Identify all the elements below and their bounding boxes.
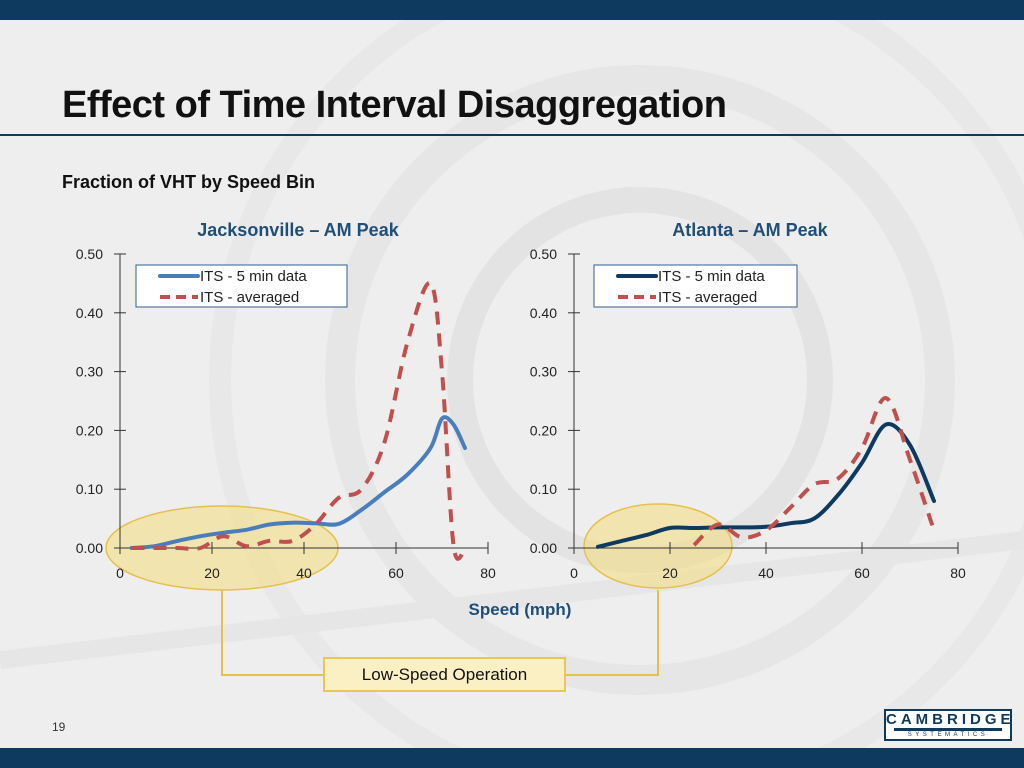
atl-x-tick-label: 40 [758, 565, 774, 581]
atl-chart-title: Atlanta – AM Peak [672, 220, 828, 240]
low-speed-highlight-right [583, 503, 733, 589]
jax-series-averaged-line [131, 281, 467, 561]
title-divider [0, 134, 1024, 136]
jax-y-tick-label: 0.10 [76, 481, 103, 497]
jax-x-tick-label: 0 [116, 565, 124, 581]
jax-legend-label: ITS - 5 min data [200, 268, 307, 285]
jax-x-tick-label: 80 [480, 565, 496, 581]
x-axis-title: Speed (mph) [469, 600, 572, 619]
atl-y-tick-label: 0.30 [530, 364, 557, 380]
atl-series-averaged-line [692, 396, 936, 547]
jax-chart-title: Jacksonville – AM Peak [197, 220, 399, 240]
atl-x-tick-label: 20 [662, 565, 678, 581]
atl-legend-label: ITS - averaged [658, 289, 757, 306]
top-bar [0, 0, 1024, 20]
jax-y-tick-label: 0.50 [76, 246, 103, 262]
jax-y-tick-label: 0.00 [76, 540, 103, 556]
jax-series-its-line [129, 415, 467, 550]
atl-x-tick-label: 80 [950, 565, 966, 581]
jax-legend-label: ITS - averaged [200, 289, 299, 306]
atl-y-tick-label: 0.40 [530, 305, 557, 321]
bottom-bar [0, 748, 1024, 768]
slide-subtitle: Fraction of VHT by Speed Bin [62, 172, 316, 192]
background-decoration [0, 20, 1024, 748]
atl-y-tick-label: 0.20 [530, 422, 557, 438]
jax-x-tick-label: 20 [204, 565, 220, 581]
jax-x-tick-label: 60 [388, 565, 404, 581]
atl-legend-box [593, 264, 798, 308]
page-number: 19 [52, 720, 66, 734]
jax-y-tick-label: 0.40 [76, 305, 103, 321]
atlanta-chart: Atlanta – AM Peak 0.00 0.10 0.20 0.30 0.40 0.5… [530, 220, 966, 581]
jax-x-tick-label: 40 [296, 565, 312, 581]
logo-sub-text: SYSTEMATICS [894, 728, 1002, 740]
jax-y-tick-label: 0.20 [76, 422, 103, 438]
logo-main-text: CAMBRIDGE [886, 711, 1015, 728]
callout-connector-right [566, 590, 659, 676]
jax-legend-box [135, 264, 348, 308]
callout-connector-left [221, 590, 323, 676]
atl-legend-label: ITS - 5 min data [658, 268, 765, 285]
jax-y-tick-label: 0.30 [76, 364, 103, 380]
atl-y-tick-label: 0.00 [530, 540, 557, 556]
cambridge-systematics-logo: CAMBRIDGE SYSTEMATICS [884, 709, 1012, 741]
low-speed-callout: Low-Speed Operation [323, 657, 566, 692]
atl-y-tick-label: 0.10 [530, 481, 557, 497]
callout-label: Low-Speed Operation [361, 664, 528, 684]
slide-title: Effect of Time Interval Disaggregation [62, 84, 727, 126]
atl-series-its-line [596, 422, 936, 549]
atl-x-tick-label: 60 [854, 565, 870, 581]
atl-y-tick-label: 0.50 [530, 246, 557, 262]
atl-x-tick-label: 0 [570, 565, 578, 581]
jacksonville-chart: Jacksonville – AM Peak 0.00 0.10 0.20 0.30 0.… [76, 220, 496, 581]
